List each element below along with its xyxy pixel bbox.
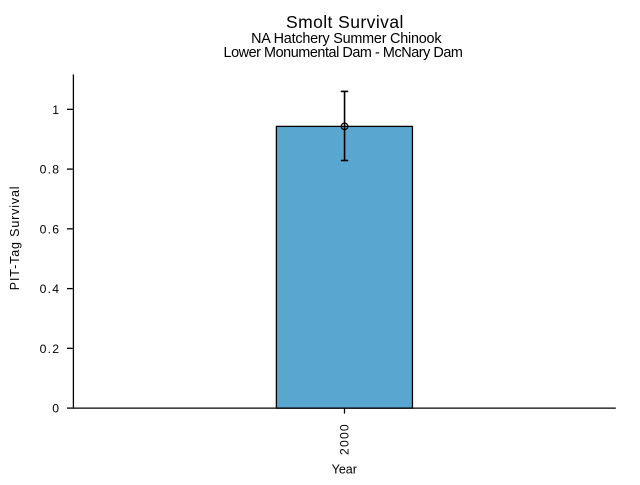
svg-text:NA Hatchery Summer Chinook: NA Hatchery Summer Chinook: [251, 31, 442, 47]
svg-text:PIT-Tag Survival: PIT-Tag Survival: [8, 186, 22, 291]
svg-text:Year: Year: [332, 463, 357, 477]
svg-text:Lower Monumental Dam - McNary: Lower Monumental Dam - McNary Dam: [224, 45, 463, 61]
svg-text:0.6: 0.6: [40, 222, 61, 236]
svg-text:Smolt Survival: Smolt Survival: [286, 12, 404, 32]
svg-text:0: 0: [52, 402, 60, 416]
svg-text:2000: 2000: [338, 423, 352, 455]
svg-text:1: 1: [52, 103, 60, 117]
svg-text:0.4: 0.4: [40, 282, 61, 296]
svg-text:0.8: 0.8: [40, 163, 61, 177]
svg-text:0.2: 0.2: [40, 342, 61, 356]
